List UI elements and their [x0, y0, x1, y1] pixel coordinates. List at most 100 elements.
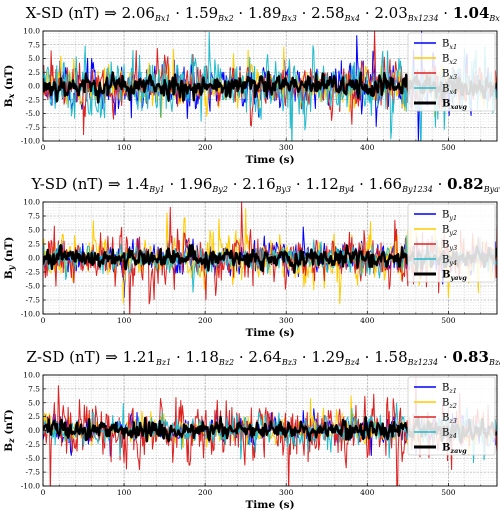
legend-label-z4: Bz4	[442, 428, 457, 441]
y-tick-label: 5.0	[28, 54, 40, 63]
title-subscript: By4	[338, 185, 355, 194]
title-value: 1.29	[311, 348, 344, 366]
title-subscript: Bx2	[217, 14, 233, 23]
legend-label-subscript: z1	[448, 387, 457, 395]
legend-label-subscript: x3	[449, 73, 457, 81]
legend-label-main: B	[442, 39, 449, 50]
legend-label-subscript: y3	[448, 244, 457, 252]
title-subscript: By2	[211, 185, 228, 194]
x-tick-label: 0	[41, 143, 46, 152]
title-avg-subscript: Byavg	[483, 185, 500, 194]
legend-label-subscript: x1	[449, 43, 457, 51]
y-label-unit: (nT)	[3, 409, 15, 438]
chart-panel-3: Z-SD (nT) ⇒ 1.21Bz1 · 1.18Bz2 · 2.64Bz3 …	[3, 348, 500, 511]
title-value: 2.64	[248, 348, 281, 366]
legend-label-subscript: z4	[448, 432, 457, 440]
y-axis-label: Bz (nT)	[3, 409, 16, 451]
legend-label-main: B	[442, 270, 450, 281]
chart-title: X-SD (nT) ⇒ 2.06Bx1 · 1.59Bx2 · 1.89Bx3 …	[26, 4, 500, 23]
legend-label-subscript: y2	[448, 229, 457, 237]
y-axis-label: Bx (nT)	[3, 65, 16, 108]
title-value: 1.66	[369, 175, 402, 193]
legend-label-main: B	[442, 69, 449, 80]
title-separator: ·	[297, 348, 311, 366]
chart-panel-2: Y-SD (nT) ⇒ 1.4By1 · 1.96By2 · 2.16By3 ·…	[3, 175, 500, 339]
y-tick-label: 0.0	[28, 82, 40, 91]
title-avg-subscript: Bzavg	[488, 358, 500, 367]
legend-label-y2: By2	[442, 225, 457, 238]
x-tick-label: 0	[41, 488, 46, 497]
y-tick-label: -2.5	[26, 95, 41, 104]
title-subscript: Bx4	[344, 14, 360, 23]
x-tick-label: 300	[279, 488, 294, 497]
title-separator: ·	[354, 175, 368, 193]
title-separator: ·	[360, 348, 374, 366]
chart-title: Y-SD (nT) ⇒ 1.4By1 · 1.96By2 · 2.16By3 ·…	[30, 175, 500, 194]
y-tick-label: 2.5	[28, 412, 40, 421]
y-label-subscript: z	[6, 438, 16, 444]
y-tick-label: -7.5	[26, 296, 41, 305]
title-value: 1.58	[374, 348, 407, 366]
title-separator: ·	[438, 348, 452, 366]
title-subscript: Bx1234	[407, 14, 439, 23]
y-tick-label: 0.0	[28, 426, 40, 435]
x-axis-label: Time (s)	[245, 327, 294, 339]
y-label-subscript: y	[6, 264, 16, 271]
legend-label-z1: Bz1	[442, 383, 457, 396]
title-value: 2.06	[122, 4, 155, 22]
y-label-unit: (nT)	[3, 237, 15, 266]
title-value: 2.16	[242, 175, 275, 193]
y-tick-label: -7.5	[26, 123, 41, 132]
legend-label-x3: Bx3	[442, 69, 457, 82]
y-tick-label: 2.5	[28, 68, 40, 77]
title-avg-value: 1.04	[453, 4, 490, 22]
x-axis-label: Time (s)	[245, 154, 294, 166]
legend-label-subscript: x2	[449, 58, 457, 66]
title-subscript: Bz3	[281, 358, 297, 367]
legend-label-main: B	[442, 413, 449, 424]
y-label-main: B	[3, 98, 15, 107]
chart-panel-1: X-SD (nT) ⇒ 2.06Bx1 · 1.59Bx2 · 1.89Bx3 …	[3, 4, 500, 166]
x-tick-label: 100	[117, 143, 132, 152]
legend-label-y3: By3	[442, 240, 457, 253]
legend-label-main: B	[442, 54, 449, 65]
title-subscript: Bx1	[154, 14, 170, 23]
title-subscript: Bz1	[155, 358, 171, 367]
title-prefix: Z-SD (nT) ⇒	[27, 348, 123, 366]
y-label-main: B	[3, 270, 15, 279]
x-tick-label: 200	[198, 316, 213, 325]
title-value: 1.21	[123, 348, 156, 366]
legend-label-yavg: Byavg	[442, 270, 467, 283]
title-separator: ·	[234, 348, 248, 366]
x-axis-label: Time (s)	[245, 499, 294, 511]
legend-label-main: B	[442, 240, 449, 251]
y-tick-label: 10.0	[23, 27, 40, 36]
y-tick-label: 7.5	[28, 40, 40, 49]
legend-box	[407, 32, 496, 112]
title-value: 2.58	[311, 4, 344, 22]
legend-label-main: B	[442, 99, 450, 110]
title-separator: ·	[234, 4, 248, 22]
title-separator: ·	[170, 4, 184, 22]
legend-label-main: B	[442, 84, 449, 95]
y-tick-label: -10.0	[21, 482, 40, 491]
legend-label-main: B	[442, 225, 449, 236]
legend-label-subscript: zavg	[449, 447, 467, 455]
title-prefix: Y-SD (nT) ⇒	[30, 175, 125, 193]
legend-label-subscript: xavg	[449, 103, 467, 111]
legend-label-subscript: z2	[448, 402, 457, 410]
legend-label-subscript: x4	[449, 88, 457, 96]
y-label-unit: (nT)	[3, 65, 15, 94]
y-tick-label: -5.0	[26, 282, 41, 291]
x-tick-label: 500	[441, 488, 456, 497]
x-tick-label: 0	[41, 316, 46, 325]
legend-label-main: B	[442, 383, 449, 394]
y-tick-label: 10.0	[23, 198, 40, 207]
y-tick-label: -2.5	[26, 440, 41, 449]
x-tick-label: 400	[360, 488, 375, 497]
legend-label-zavg: Bzavg	[442, 443, 467, 456]
x-tick-label: 500	[441, 143, 456, 152]
legend-label-subscript: z3	[448, 417, 457, 425]
legend-label-x1: Bx1	[442, 39, 457, 52]
